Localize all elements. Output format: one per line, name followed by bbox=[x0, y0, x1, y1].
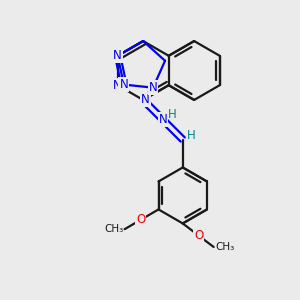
Text: N: N bbox=[113, 49, 122, 62]
Text: H: H bbox=[187, 130, 195, 142]
Text: O: O bbox=[194, 229, 203, 242]
Text: O: O bbox=[136, 213, 146, 226]
Text: N: N bbox=[113, 79, 122, 92]
Text: N: N bbox=[141, 93, 150, 106]
Text: H: H bbox=[168, 108, 177, 121]
Text: N: N bbox=[119, 78, 128, 91]
Text: CH₃: CH₃ bbox=[104, 224, 123, 234]
Text: CH₃: CH₃ bbox=[215, 242, 234, 252]
Text: N: N bbox=[149, 81, 158, 94]
Text: N: N bbox=[159, 113, 167, 126]
